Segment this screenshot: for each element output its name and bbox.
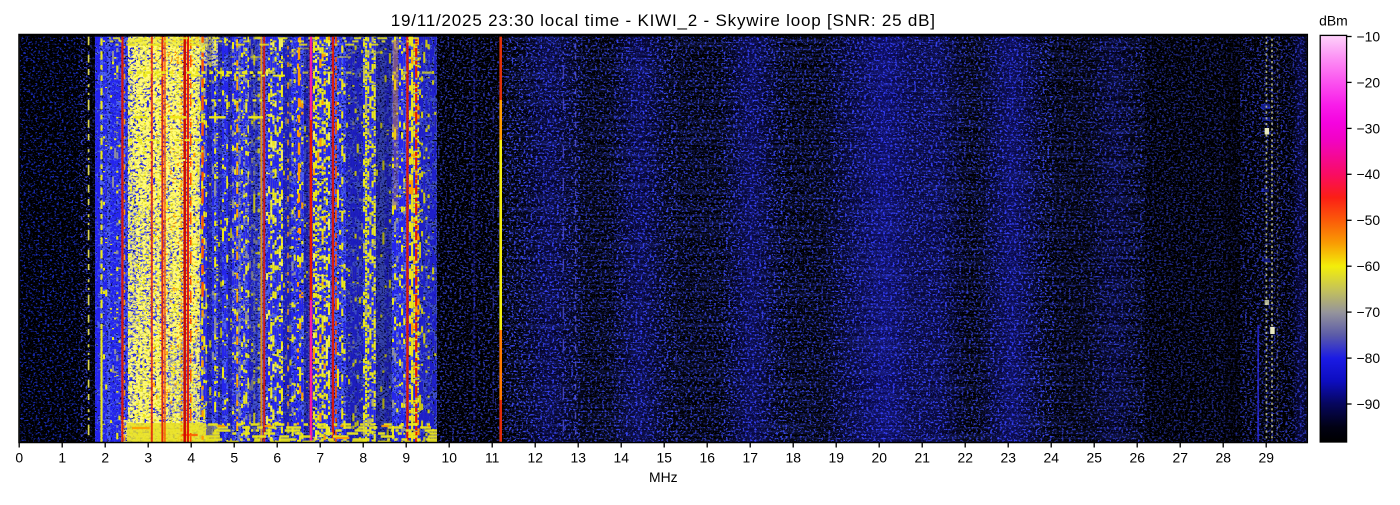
svg-text:8: 8 bbox=[359, 450, 367, 466]
svg-text:24: 24 bbox=[1043, 450, 1059, 466]
svg-text:23: 23 bbox=[1000, 450, 1016, 466]
svg-text:7: 7 bbox=[316, 450, 324, 466]
svg-text:−80: −80 bbox=[1357, 350, 1381, 366]
svg-text:11: 11 bbox=[485, 450, 500, 466]
svg-text:14: 14 bbox=[613, 450, 629, 466]
svg-text:−60: −60 bbox=[1357, 258, 1381, 274]
svg-text:28: 28 bbox=[1215, 450, 1231, 466]
svg-text:10: 10 bbox=[441, 450, 457, 466]
svg-text:2: 2 bbox=[101, 450, 109, 466]
svg-text:3: 3 bbox=[144, 450, 152, 466]
svg-text:0: 0 bbox=[15, 450, 23, 466]
svg-text:4: 4 bbox=[187, 450, 195, 466]
svg-text:20: 20 bbox=[871, 450, 887, 466]
svg-text:1: 1 bbox=[58, 450, 66, 466]
svg-text:12: 12 bbox=[527, 450, 543, 466]
svg-text:19/11/2025 23:30 local time -: 19/11/2025 23:30 local time - KIWI_2 - S… bbox=[391, 11, 936, 30]
svg-text:6: 6 bbox=[273, 450, 281, 466]
svg-text:−20: −20 bbox=[1357, 74, 1381, 90]
svg-text:5: 5 bbox=[230, 450, 238, 466]
svg-text:16: 16 bbox=[699, 450, 715, 466]
svg-text:−90: −90 bbox=[1357, 396, 1381, 412]
svg-text:22: 22 bbox=[957, 450, 973, 466]
svg-text:13: 13 bbox=[570, 450, 586, 466]
svg-text:27: 27 bbox=[1172, 450, 1188, 466]
svg-text:26: 26 bbox=[1129, 450, 1145, 466]
svg-text:−10: −10 bbox=[1357, 28, 1381, 44]
svg-text:18: 18 bbox=[785, 450, 801, 466]
svg-text:17: 17 bbox=[742, 450, 758, 466]
svg-text:−70: −70 bbox=[1357, 304, 1381, 320]
svg-text:29: 29 bbox=[1258, 450, 1274, 466]
svg-text:21: 21 bbox=[914, 450, 930, 466]
svg-text:25: 25 bbox=[1086, 450, 1102, 466]
svg-text:−30: −30 bbox=[1357, 120, 1381, 136]
svg-text:−50: −50 bbox=[1357, 212, 1381, 228]
svg-text:−40: −40 bbox=[1357, 166, 1381, 182]
svg-text:15: 15 bbox=[656, 450, 672, 466]
svg-text:9: 9 bbox=[402, 450, 410, 466]
svg-text:MHz: MHz bbox=[649, 469, 678, 485]
svg-text:19: 19 bbox=[828, 450, 844, 466]
svg-text:dBm: dBm bbox=[1319, 13, 1348, 29]
